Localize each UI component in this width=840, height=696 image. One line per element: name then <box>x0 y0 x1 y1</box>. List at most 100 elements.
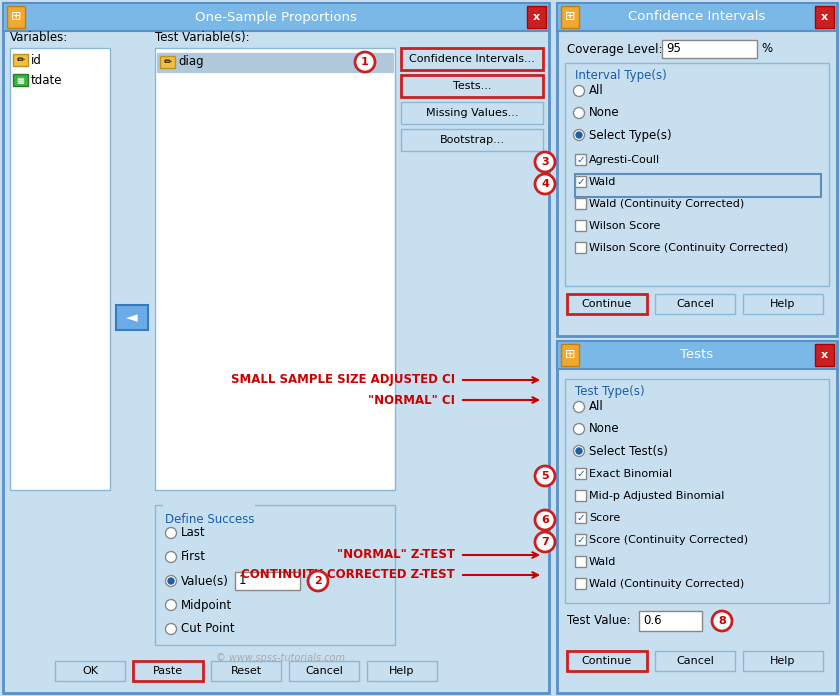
Text: Test Type(s): Test Type(s) <box>575 384 644 397</box>
Bar <box>575 490 586 501</box>
Bar <box>565 63 829 286</box>
Bar <box>116 305 148 330</box>
Text: Interval Type(s): Interval Type(s) <box>575 68 667 81</box>
Text: 0.6: 0.6 <box>643 615 662 628</box>
Bar <box>655 294 735 314</box>
Text: Help: Help <box>770 656 795 666</box>
Circle shape <box>574 445 585 457</box>
Bar <box>557 341 837 693</box>
Bar <box>557 3 837 336</box>
Text: 7: 7 <box>541 537 549 547</box>
Bar <box>55 661 125 681</box>
Circle shape <box>535 466 555 486</box>
Bar <box>655 651 735 671</box>
Bar <box>7 6 25 28</box>
Text: Define Success: Define Success <box>165 513 255 526</box>
Text: Test Value:: Test Value: <box>567 615 631 628</box>
Bar <box>575 154 586 165</box>
Text: One-Sample Proportions: One-Sample Proportions <box>195 10 357 24</box>
Text: All: All <box>589 84 604 97</box>
Circle shape <box>576 132 582 138</box>
Text: Agresti-Coull: Agresti-Coull <box>589 155 660 165</box>
Text: ▦: ▦ <box>17 75 24 84</box>
Text: None: None <box>589 422 620 436</box>
Text: Paste: Paste <box>153 666 183 676</box>
Bar <box>557 3 837 31</box>
Bar <box>565 379 829 603</box>
Text: 6: 6 <box>541 515 549 525</box>
Text: x: x <box>533 12 540 22</box>
Text: %: % <box>761 42 772 56</box>
Text: Help: Help <box>770 299 795 309</box>
Text: Wilson Score: Wilson Score <box>589 221 660 231</box>
Circle shape <box>574 423 585 434</box>
Text: 3: 3 <box>541 157 549 167</box>
Text: ✓: ✓ <box>576 177 585 187</box>
Bar <box>557 341 837 369</box>
Circle shape <box>576 448 582 454</box>
Text: ✓: ✓ <box>576 468 585 479</box>
Bar <box>815 6 834 28</box>
Bar <box>575 174 821 197</box>
Text: ✏: ✏ <box>164 57 171 67</box>
Text: Bootstrap...: Bootstrap... <box>439 135 505 145</box>
Text: x: x <box>821 350 828 360</box>
Bar <box>401 48 543 70</box>
Bar <box>157 53 393 72</box>
Text: Value(s): Value(s) <box>181 574 228 587</box>
Circle shape <box>308 571 328 591</box>
Text: Confidence Intervals: Confidence Intervals <box>628 10 766 24</box>
Circle shape <box>165 528 176 539</box>
Circle shape <box>165 576 176 587</box>
Text: Wald: Wald <box>589 177 617 187</box>
Text: 95: 95 <box>666 42 681 56</box>
Text: id: id <box>31 54 42 67</box>
Text: Cancel: Cancel <box>676 656 714 666</box>
Text: "NORMAL" CI: "NORMAL" CI <box>368 393 455 406</box>
Bar <box>743 294 823 314</box>
Circle shape <box>168 578 174 584</box>
Bar <box>133 661 203 681</box>
Text: CONTINUITY CORRECTED Z-TEST: CONTINUITY CORRECTED Z-TEST <box>241 569 455 581</box>
Circle shape <box>535 174 555 194</box>
Text: Cancel: Cancel <box>676 299 714 309</box>
Bar <box>575 220 586 231</box>
Text: ✓: ✓ <box>576 155 585 164</box>
Text: ⊞: ⊞ <box>564 349 575 361</box>
Text: Wald (Continuity Corrected): Wald (Continuity Corrected) <box>589 199 744 209</box>
Text: diag: diag <box>178 56 203 68</box>
Bar <box>575 556 586 567</box>
Text: 1: 1 <box>239 574 246 587</box>
Bar <box>211 661 281 681</box>
Text: Tests...: Tests... <box>453 81 491 91</box>
Text: Confidence Intervals...: Confidence Intervals... <box>409 54 535 64</box>
Circle shape <box>165 599 176 610</box>
Bar <box>575 176 586 187</box>
Text: ◄: ◄ <box>126 310 138 325</box>
Circle shape <box>535 152 555 172</box>
Circle shape <box>355 52 375 72</box>
Circle shape <box>165 624 176 635</box>
Bar <box>567 294 647 314</box>
Text: ⊞: ⊞ <box>11 10 21 24</box>
Bar <box>289 661 359 681</box>
Text: Select Test(s): Select Test(s) <box>589 445 668 457</box>
Text: Wald (Continuity Corrected): Wald (Continuity Corrected) <box>589 579 744 589</box>
Bar <box>367 661 437 681</box>
Text: Coverage Level:: Coverage Level: <box>567 42 663 56</box>
Bar <box>160 56 175 68</box>
Text: Exact Binomial: Exact Binomial <box>589 469 672 479</box>
Bar <box>13 54 28 66</box>
Text: Variables:: Variables: <box>10 31 68 44</box>
Circle shape <box>574 129 585 141</box>
Bar <box>575 578 586 589</box>
Circle shape <box>574 86 585 97</box>
Text: Continue: Continue <box>582 299 633 309</box>
Bar <box>815 344 834 366</box>
Text: SMALL SAMPLE SIZE ADJUSTED CI: SMALL SAMPLE SIZE ADJUSTED CI <box>231 374 455 386</box>
Text: 1: 1 <box>361 57 369 67</box>
Bar <box>575 198 586 209</box>
Text: Score (Continuity Corrected): Score (Continuity Corrected) <box>589 535 748 545</box>
Bar <box>401 75 543 97</box>
Text: OK: OK <box>82 666 98 676</box>
